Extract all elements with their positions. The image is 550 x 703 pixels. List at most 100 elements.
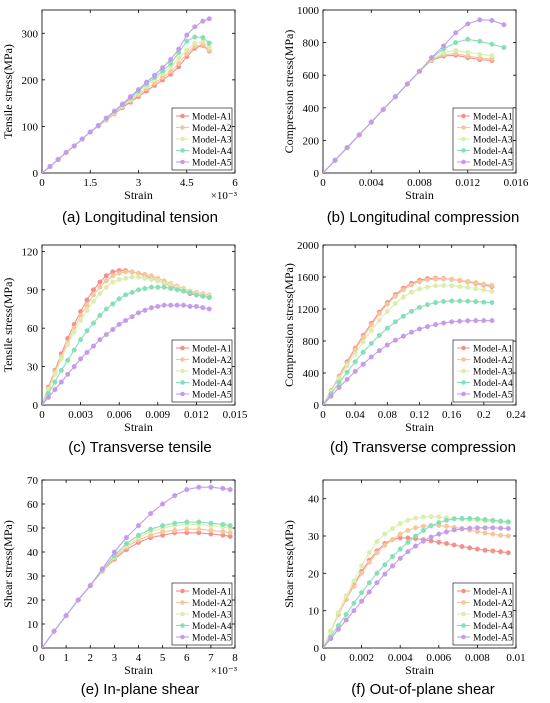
data-point (155, 303, 161, 309)
data-point (417, 286, 423, 292)
data-point (457, 318, 463, 324)
data-point (84, 350, 90, 356)
data-point (343, 593, 349, 599)
y-axis-title: Compression stress(MPa) (282, 263, 296, 387)
legend-swatch-marker (461, 634, 466, 640)
data-point (123, 541, 129, 547)
data-point (58, 379, 64, 385)
data-point (184, 47, 190, 53)
series-model-a3 (323, 282, 495, 405)
legend-swatch-marker (180, 611, 185, 617)
data-point (400, 333, 406, 339)
data-point (351, 578, 357, 584)
data-point (498, 532, 504, 538)
data-point (382, 531, 388, 537)
data-point (489, 288, 495, 294)
legend-label: Model-A5 (473, 633, 513, 643)
y-tick-label: 1600 (297, 272, 320, 284)
legend-swatch-marker (180, 634, 185, 640)
data-point (374, 539, 380, 545)
data-point (103, 306, 109, 312)
legend-swatch-marker (180, 159, 185, 165)
data-point (123, 318, 129, 324)
data-point (123, 269, 129, 275)
data-point (453, 47, 459, 53)
data-point (160, 523, 166, 529)
data-point (110, 279, 116, 285)
legend-label: Model-A2 (192, 599, 232, 609)
data-point (366, 550, 372, 556)
data-point (161, 284, 167, 290)
data-point (79, 136, 85, 142)
data-point (160, 65, 166, 71)
data-point (135, 523, 141, 529)
legend-swatch-marker (461, 623, 466, 628)
legend-swatch-marker (180, 588, 185, 594)
data-point (366, 559, 372, 565)
data-point (103, 284, 109, 290)
data-point (52, 371, 58, 377)
data-point (481, 299, 487, 305)
data-point (413, 533, 419, 539)
data-point (352, 368, 358, 374)
data-point (489, 41, 495, 47)
data-point (420, 527, 426, 533)
data-point (384, 325, 390, 331)
data-point (453, 40, 459, 46)
plot-area (42, 484, 233, 648)
data-point (413, 515, 419, 521)
data-point (143, 79, 149, 85)
data-point (433, 276, 439, 282)
data-point (417, 279, 423, 285)
y-tick-label: 10 (308, 606, 320, 618)
x-tick-label: 7 (208, 652, 214, 664)
data-point (111, 549, 117, 555)
x-tick-label: 0.24 (506, 409, 526, 421)
data-point (87, 583, 93, 589)
data-point (220, 529, 226, 535)
data-point (335, 626, 341, 632)
data-point (465, 36, 471, 42)
x-tick-label: 3 (136, 177, 142, 189)
y-tick-label: 40 (27, 547, 39, 559)
data-point (505, 550, 511, 556)
data-point (397, 555, 403, 561)
data-point (482, 547, 488, 553)
data-point (392, 293, 398, 299)
data-point (433, 322, 439, 328)
data-point (45, 394, 51, 400)
legend-swatch-marker (180, 368, 185, 374)
data-point (376, 311, 382, 317)
legend-swatch-marker (461, 368, 466, 374)
data-point (489, 318, 495, 324)
data-point (111, 108, 117, 114)
data-point (489, 300, 495, 306)
data-point (417, 304, 423, 310)
data-point (351, 600, 357, 606)
y-tick-label: 30 (27, 362, 39, 374)
data-point (176, 46, 182, 52)
data-point (116, 277, 122, 283)
data-point (42, 402, 45, 405)
data-point (227, 530, 233, 536)
chart-d: 0 0.04 0.08 0.12 0.16 0.2 0.24 0 400 800 1200 1600 2… (282, 240, 526, 434)
data-point (420, 514, 426, 520)
data-point (58, 367, 64, 373)
data-point (110, 301, 116, 307)
x-axis-title: Strain (405, 663, 434, 677)
series-model-a5 (42, 16, 212, 173)
data-point (382, 571, 388, 577)
data-point (473, 286, 479, 292)
series-line (323, 320, 492, 405)
y-tick-label: 1200 (297, 304, 320, 316)
data-point (84, 302, 90, 308)
data-point (116, 270, 122, 276)
data-point (206, 40, 212, 46)
series-model-a5 (42, 302, 212, 405)
data-point (148, 305, 154, 311)
data-point (505, 519, 511, 525)
